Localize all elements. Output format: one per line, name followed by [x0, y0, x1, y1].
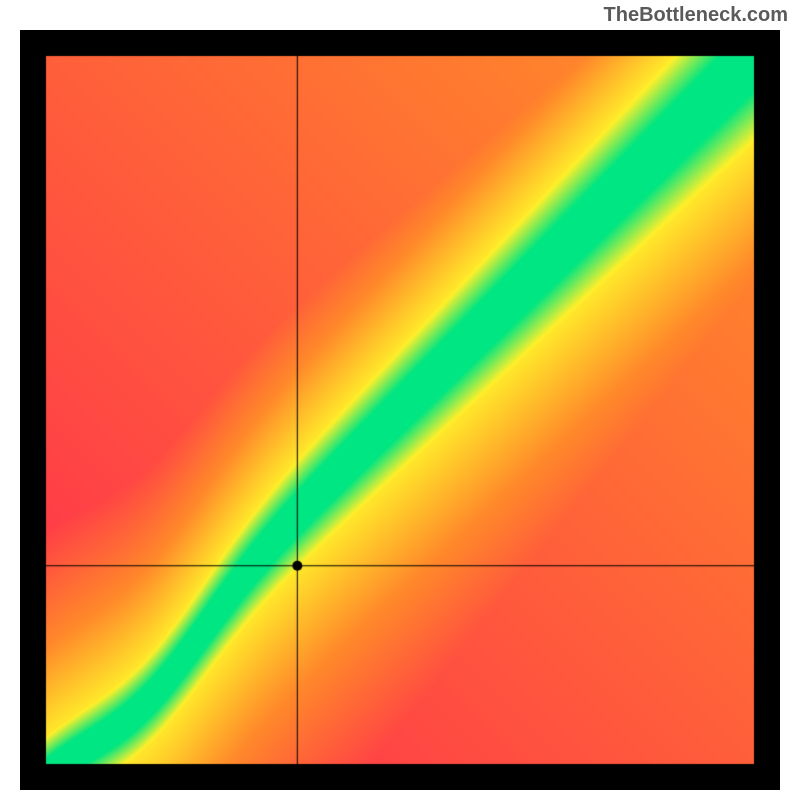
heatmap-canvas [20, 30, 780, 790]
watermark-text: TheBottleneck.com [604, 4, 788, 27]
heatmap-plot [20, 30, 780, 790]
